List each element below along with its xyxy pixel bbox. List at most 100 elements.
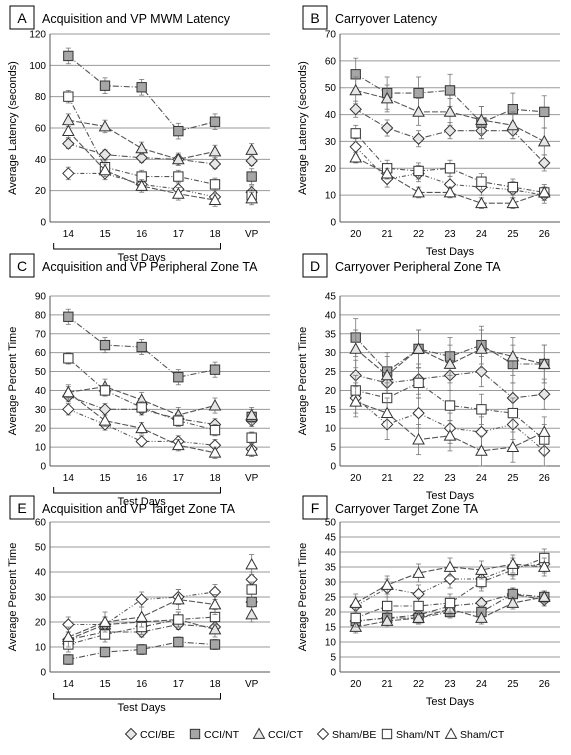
x-axis-label: Test Days (118, 702, 167, 714)
data-point (444, 597, 456, 609)
y-tick-label: 10 (325, 191, 337, 202)
data-point (476, 176, 487, 187)
data-point (412, 342, 425, 354)
data-point (444, 85, 456, 96)
data-point (98, 414, 112, 426)
series-sham-ct (349, 151, 551, 209)
y-axis-label: Average Latency (seconds) (297, 61, 309, 195)
data-point (173, 415, 184, 426)
data-point (99, 80, 111, 91)
y-tick-label: 0 (40, 668, 46, 679)
x-tick-label: VP (245, 679, 259, 690)
legend-label: Sham/BE (332, 729, 376, 741)
chart-title: Acquisition and VP Target Zone TA (42, 502, 236, 516)
panel-badge (9, 253, 35, 278)
y-axis-label: Average Percent Time (297, 327, 309, 436)
data-point (246, 596, 257, 608)
panel-badge (9, 495, 35, 520)
legend-label: Sham/NT (396, 729, 441, 741)
panel-letter: A (17, 10, 27, 26)
legend-marker-square (189, 728, 201, 740)
data-point (99, 385, 111, 396)
y-tick-label: 80 (35, 92, 47, 103)
data-point (173, 636, 184, 648)
x-tick-label: 16 (136, 229, 148, 240)
panel-badge (9, 5, 35, 30)
data-point (98, 148, 112, 161)
data-point (136, 341, 147, 353)
data-point (412, 611, 425, 623)
data-point (537, 357, 551, 369)
data-point (537, 134, 551, 147)
data-point (443, 572, 457, 586)
data-point (208, 144, 222, 157)
y-tick-label: 30 (35, 593, 47, 604)
y-tick-label: 40 (35, 386, 47, 397)
data-point (413, 165, 424, 177)
data-point (444, 400, 456, 411)
data-point (173, 125, 184, 137)
data-point (63, 91, 74, 102)
y-tick-label: 25 (325, 367, 337, 378)
panel-badge (302, 495, 328, 520)
data-point (63, 311, 74, 322)
x-tick-label: 18 (209, 473, 221, 484)
y-tick-label: 60 (35, 348, 47, 359)
x-tick-label: 20 (350, 229, 362, 240)
y-tick-label: 40 (35, 568, 47, 579)
y-tick-label: 40 (325, 110, 337, 121)
x-tick-label: 25 (507, 679, 519, 690)
y-tick-label: 5 (330, 653, 336, 664)
x-axis-label: Test Days (118, 496, 167, 508)
data-point (208, 622, 222, 635)
data-point (135, 610, 149, 622)
x-tick-label: 18 (209, 679, 221, 690)
test-days-bracket (53, 693, 221, 700)
x-tick-label: 15 (99, 679, 111, 690)
data-point (171, 187, 185, 199)
data-point (350, 612, 361, 624)
legend-label: CCI/BE (140, 729, 175, 741)
y-tick-label: 60 (35, 124, 47, 135)
x-tick-label: 14 (63, 679, 75, 690)
series-sham-nt (63, 352, 257, 444)
data-point (507, 407, 519, 419)
chart-title: Carryover Target Zone TA (335, 502, 479, 516)
x-tick-label: 22 (413, 229, 425, 240)
y-tick-label: 60 (325, 56, 337, 67)
data-point (173, 372, 184, 383)
data-point (245, 143, 259, 155)
data-point (63, 654, 74, 665)
x-tick-label: 21 (382, 229, 394, 240)
data-point (349, 102, 362, 116)
x-axis-label: Test Days (426, 246, 475, 258)
series-line (68, 408, 216, 446)
y-tick-label: 50 (35, 543, 47, 554)
data-point (209, 639, 221, 650)
x-tick-label: 21 (382, 473, 394, 484)
y-tick-label: 15 (325, 623, 337, 634)
data-point (507, 181, 519, 193)
data-point (412, 132, 425, 145)
data-point (380, 406, 394, 419)
y-tick-label: 50 (35, 367, 47, 378)
x-tick-label: 16 (136, 679, 148, 690)
data-point (136, 402, 147, 413)
x-axis-label: Test Days (426, 490, 475, 502)
x-tick-label: 22 (413, 473, 425, 484)
data-point (475, 365, 488, 378)
x-tick-label: 17 (173, 229, 185, 240)
data-point (98, 119, 112, 132)
data-point (209, 116, 221, 127)
series-sham-ct (61, 124, 259, 207)
series-line (68, 395, 216, 425)
x-tick-label: 20 (350, 473, 362, 484)
data-point (63, 353, 74, 364)
data-point (475, 113, 488, 125)
y-axis-label: Average Percent Time (7, 327, 19, 436)
data-point (443, 124, 457, 137)
chart-title: Carryover Latency (335, 12, 438, 26)
x-tick-label: 24 (476, 229, 488, 240)
series-sham-ct (61, 554, 259, 648)
data-point (208, 193, 222, 205)
